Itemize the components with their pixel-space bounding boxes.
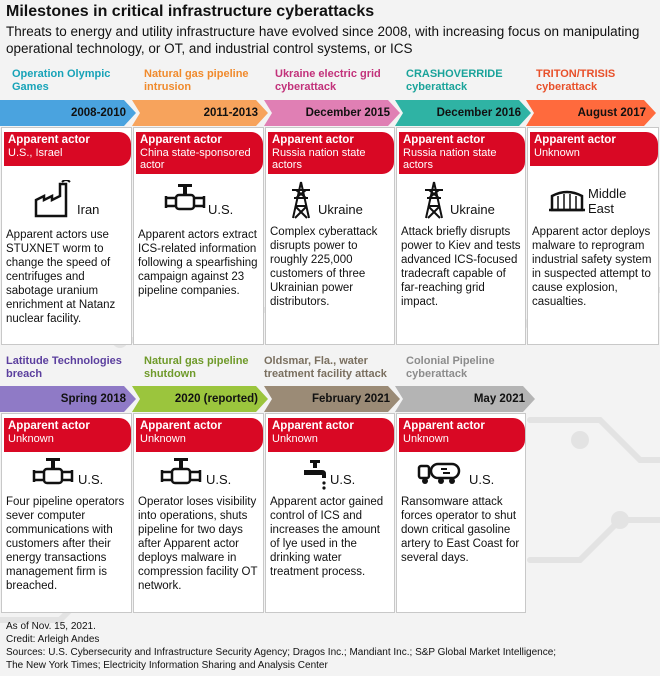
event-description: Four pipeline operators sever computer c… [6,496,125,592]
event-card-gas-pipeline-shutdown: Apparent actor Unknown U.S. Operator los… [133,413,264,613]
water-faucet-icon [304,460,326,490]
event-description: Apparent actors extract ICS-related info… [138,229,258,297]
badge-label: Apparent actor [403,134,485,146]
event-description: Ransomware attack forces operator to shu… [401,496,520,564]
actor-badge: Apparent actor Unknown [399,418,525,452]
event-card-gas-pipeline-intrusion: Apparent actor China state-sponsored act… [133,127,264,345]
date-arrow-2008-2010: 2008-2010 [0,100,136,126]
event-title-ukraine-grid: Ukraine electric grid cyberattack [275,68,381,93]
power-tower-icon [425,181,443,219]
actor-badge: Apparent actor China state-sponsored act… [136,132,263,174]
event-title-gas-pipeline-shutdown: Natural gas pipeline shutdown [144,355,249,380]
actor-badge: Apparent actor Unknown [268,418,394,452]
actor-badge: Apparent actor Russia nation state actor… [268,132,394,174]
date-arrow-dec-2015: December 2015 [264,100,400,126]
country-label: U.S. [208,202,234,217]
event-description: Complex cyberattack disrupts power to ro… [270,226,378,308]
event-card-triton: Apparent actor Unknown Middle East Appar… [527,127,659,345]
event-card-olympic-games: Apparent actor U.S., Israel Iran Apparen… [1,127,132,345]
event-title-oldsmar: Oldsmar, Fla., water treatment facility … [264,355,387,380]
badge-actor: Unknown [140,433,186,445]
event-description: Apparent actors use STUXNET worm to chan… [6,229,116,325]
actor-badge: Apparent actor U.S., Israel [4,132,131,166]
badge-label: Apparent actor [534,134,616,146]
event-description: Apparent actor gained control of ICS and… [270,496,384,578]
date-arrow-2020: 2020 (reported) [132,386,268,412]
pipeline-valve-icon [32,458,74,485]
date-arrow-2011-2013: 2011-2013 [132,100,268,126]
badge-label: Apparent actor [8,134,90,146]
pipeline-valve-icon [164,184,206,211]
pipeline-valve-icon [160,458,202,485]
date-arrow-aug-2017: August 2017 [526,100,656,126]
event-card-oldsmar: Apparent actor Unknown U.S. Apparent act… [265,413,395,613]
power-plant-icon [34,180,71,218]
badge-actor: China state-sponsored actor [140,147,251,171]
power-tower-icon [292,181,310,219]
badge-actor: Unknown [534,147,580,159]
footer-credit: Credit: Arleigh Andes [6,634,100,645]
event-card-ukraine-grid: Apparent actor Russia nation state actor… [265,127,395,345]
badge-label: Apparent actor [8,420,90,432]
country-label: Iran [77,202,100,217]
footer-sources-line-1: Sources: U.S. Cybersecurity and Infrastr… [6,647,557,658]
storage-tank-icon [549,190,585,212]
event-description: Apparent actor deploys malware to reprog… [532,226,652,308]
country-label: Ukraine [318,202,363,217]
event-title-triton: TRITON/TRISIS cyberattack [536,68,616,93]
page-subtitle: Threats to energy and utility infrastruc… [6,24,640,56]
badge-label: Apparent actor [272,420,354,432]
badge-actor: U.S., Israel [8,147,63,159]
tanker-truck-icon [417,462,461,484]
country-label: U.S. [330,472,356,487]
page-title: Milestones in critical infrastructure cy… [6,3,375,20]
country-label: U.S. [206,472,232,487]
event-card-colonial: Apparent actor Unknown U.S. Ransomware a… [396,413,526,613]
actor-badge: Apparent actor Unknown [4,418,131,452]
date-arrow-may-2021: May 2021 [395,386,535,412]
date-arrow-feb-2021: February 2021 [264,386,400,412]
badge-actor: Russia nation state actors [403,147,497,171]
event-description: Attack briefly disrupts power to Kiev an… [401,226,521,308]
badge-actor: Unknown [403,433,449,445]
badge-actor: Unknown [272,433,318,445]
country-label: Middle East [588,186,627,216]
event-title-olympic-games: Operation Olympic Games [12,68,111,93]
badge-actor: Unknown [8,433,54,445]
event-title-gas-pipeline-intrusion: Natural gas pipeline intrusion [144,68,249,93]
badge-label: Apparent actor [403,420,485,432]
country-label: U.S. [78,472,104,487]
date-arrow-dec-2016: December 2016 [395,100,531,126]
actor-badge: Apparent actor Unknown [530,132,658,166]
country-label: U.S. [469,472,495,487]
event-title-latitude: Latitude Technologies breach [6,355,122,380]
event-title-crashoverride: CRASHOVERRIDE cyberattack [406,68,503,93]
badge-label: Apparent actor [140,420,222,432]
actor-badge: Apparent actor Russia nation state actor… [399,132,525,174]
badge-label: Apparent actor [140,134,222,146]
badge-actor: Russia nation state actors [272,147,366,171]
event-card-crashoverride: Apparent actor Russia nation state actor… [396,127,526,345]
event-description: Operator loses visibility into operation… [138,496,258,592]
country-label: Ukraine [450,202,495,217]
event-card-latitude: Apparent actor Unknown U.S. Four pipelin… [1,413,132,613]
date-arrow-spring-2018: Spring 2018 [0,386,136,412]
badge-label: Apparent actor [272,134,354,146]
footer-as-of: As of Nov. 15, 2021. [6,621,96,632]
footer-sources-line-2: The New York Times; Electricity Informat… [6,660,328,671]
event-title-colonial: Colonial Pipeline cyberattack [406,355,495,380]
actor-badge: Apparent actor Unknown [136,418,263,452]
